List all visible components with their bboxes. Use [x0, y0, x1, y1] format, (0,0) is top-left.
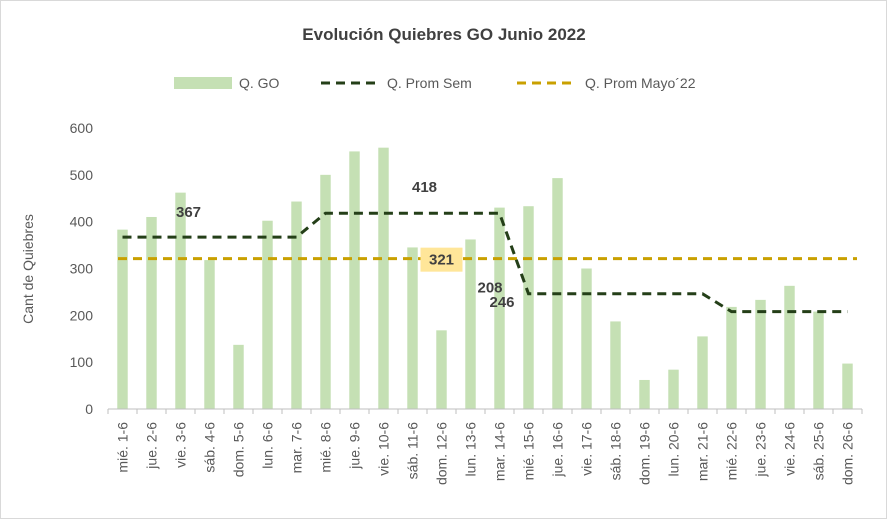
bar-jue-2-6 — [146, 216, 157, 409]
bar-dom-26-6 — [842, 363, 853, 409]
bar-vie-24-6 — [784, 285, 795, 409]
bar-sab-4-6 — [204, 260, 215, 409]
bar-dom-12-6 — [436, 330, 447, 409]
x-tick-label-dom-19-6: dom. 19-6 — [637, 422, 653, 485]
x-tick-label-mar-21-6: mar. 21-6 — [695, 422, 711, 481]
x-tick-label-dom-5-6: dom. 5-6 — [231, 422, 247, 477]
x-tick-label-lun-13-6: lun. 13-6 — [463, 422, 479, 477]
y-tick-label: 600 — [70, 120, 94, 136]
x-tick-label-lun-20-6: lun. 20-6 — [666, 422, 682, 477]
bar-mie-22-6 — [726, 306, 737, 409]
y-tick-label: 500 — [70, 167, 94, 183]
x-tick-label-mar-7-6: mar. 7-6 — [289, 422, 305, 474]
bar-vie-3-6 — [175, 192, 186, 409]
bar-vie-17-6 — [581, 268, 592, 409]
x-tick-label-vie-3-6: vie. 3-6 — [173, 422, 189, 468]
bar-sab-11-6 — [407, 247, 418, 409]
legend-item-q-go: Q. GO — [174, 75, 280, 91]
x-tick-label-dom-26-6: dom. 26-6 — [840, 422, 856, 485]
y-tick-label: 0 — [85, 401, 93, 417]
x-tick-label-jue-16-6: jue. 16-6 — [550, 422, 566, 478]
bar-jue-9-6 — [349, 151, 360, 409]
x-tick-label-jue-2-6: jue. 2-6 — [144, 422, 160, 470]
legend-label-q-prom-sem: Q. Prom Sem — [387, 75, 472, 91]
x-tick-label-sab-25-6: sáb. 25-6 — [811, 422, 827, 481]
bar-jue-23-6 — [755, 299, 766, 409]
y-tick-label: 200 — [70, 307, 94, 323]
bar-lun-6-6 — [262, 220, 273, 409]
x-tick-label-vie-10-6: vie. 10-6 — [376, 422, 392, 476]
bar-sab-18-6 — [610, 321, 621, 409]
x-tick-label-sab-18-6: sáb. 18-6 — [608, 422, 624, 481]
bar-mar-14-6 — [494, 207, 505, 409]
x-tick-label-lun-6-6: lun. 6-6 — [260, 422, 276, 469]
bar-mie-8-6 — [320, 174, 331, 409]
y-tick-label: 300 — [70, 261, 94, 277]
y-axis: 0 100 200 300 400 500 600 — [70, 120, 94, 417]
legend: Q. GO Q. Prom Sem Q. Prom Mayo´22 — [174, 75, 696, 91]
data-label-321: 321 — [429, 252, 454, 269]
legend-label-q-prom-mayo: Q. Prom Mayo´22 — [585, 75, 696, 91]
legend-item-q-prom-mayo: Q. Prom Mayo´22 — [517, 75, 696, 91]
bar-dom-5-6 — [233, 344, 244, 409]
bar-series-q-go — [117, 147, 853, 410]
data-label-highlight — [420, 247, 463, 272]
legend-swatch-q-go — [174, 77, 232, 89]
x-tick-label-dom-12-6: dom. 12-6 — [434, 422, 450, 485]
chart-title: Evolución Quiebres GO Junio 2022 — [302, 25, 585, 44]
y-axis-title: Cant de Quiebres — [20, 214, 36, 324]
data-label-246: 246 — [489, 294, 514, 311]
bar-sab-25-6 — [813, 311, 824, 409]
legend-label-q-go: Q. GO — [239, 75, 280, 91]
data-label-418: 418 — [412, 179, 437, 196]
x-tick-label-mie-22-6: mié. 22-6 — [724, 422, 740, 481]
x-tick-label-sab-11-6: sáb. 11-6 — [405, 422, 421, 480]
bar-dom-19-6 — [639, 379, 650, 409]
x-tick-label-jue-9-6: jue. 9-6 — [347, 422, 363, 470]
bar-lun-20-6 — [668, 369, 679, 409]
x-tick-label-mie-1-6: mié. 1-6 — [115, 422, 131, 473]
line-series-q-prom-sem — [122, 211, 848, 314]
x-tick-label-mie-8-6: mié. 8-6 — [318, 422, 334, 473]
bar-mar-21-6 — [697, 336, 708, 409]
x-tick-label-jue-23-6: jue. 23-6 — [753, 422, 769, 478]
x-axis: mié. 1-6 jue. 2-6 vie. 3-6 sáb. 4-6 dom. 5-6… — [107, 409, 863, 485]
bar-mie-1-6 — [117, 229, 128, 409]
y-tick-label: 400 — [70, 214, 94, 230]
x-tick-label-sab-4-6: sáb. 4-6 — [202, 422, 218, 473]
bar-mar-7-6 — [291, 201, 302, 409]
x-tick-label-mie-15-6: mié. 15-6 — [521, 422, 537, 481]
x-tick-label-vie-24-6: vie. 24-6 — [782, 422, 798, 476]
bar-mie-15-6 — [523, 206, 534, 409]
data-label-367: 367 — [176, 204, 201, 221]
data-label-208: 208 — [477, 280, 502, 297]
y-tick-label: 100 — [70, 354, 94, 370]
x-tick-label-vie-17-6: vie. 17-6 — [579, 422, 595, 476]
x-tick-label-mar-14-6: mar. 14-6 — [492, 422, 508, 481]
bar-vie-10-6 — [378, 147, 389, 410]
legend-item-q-prom-sem: Q. Prom Sem — [321, 75, 472, 91]
bar-lun-13-6 — [465, 239, 476, 409]
